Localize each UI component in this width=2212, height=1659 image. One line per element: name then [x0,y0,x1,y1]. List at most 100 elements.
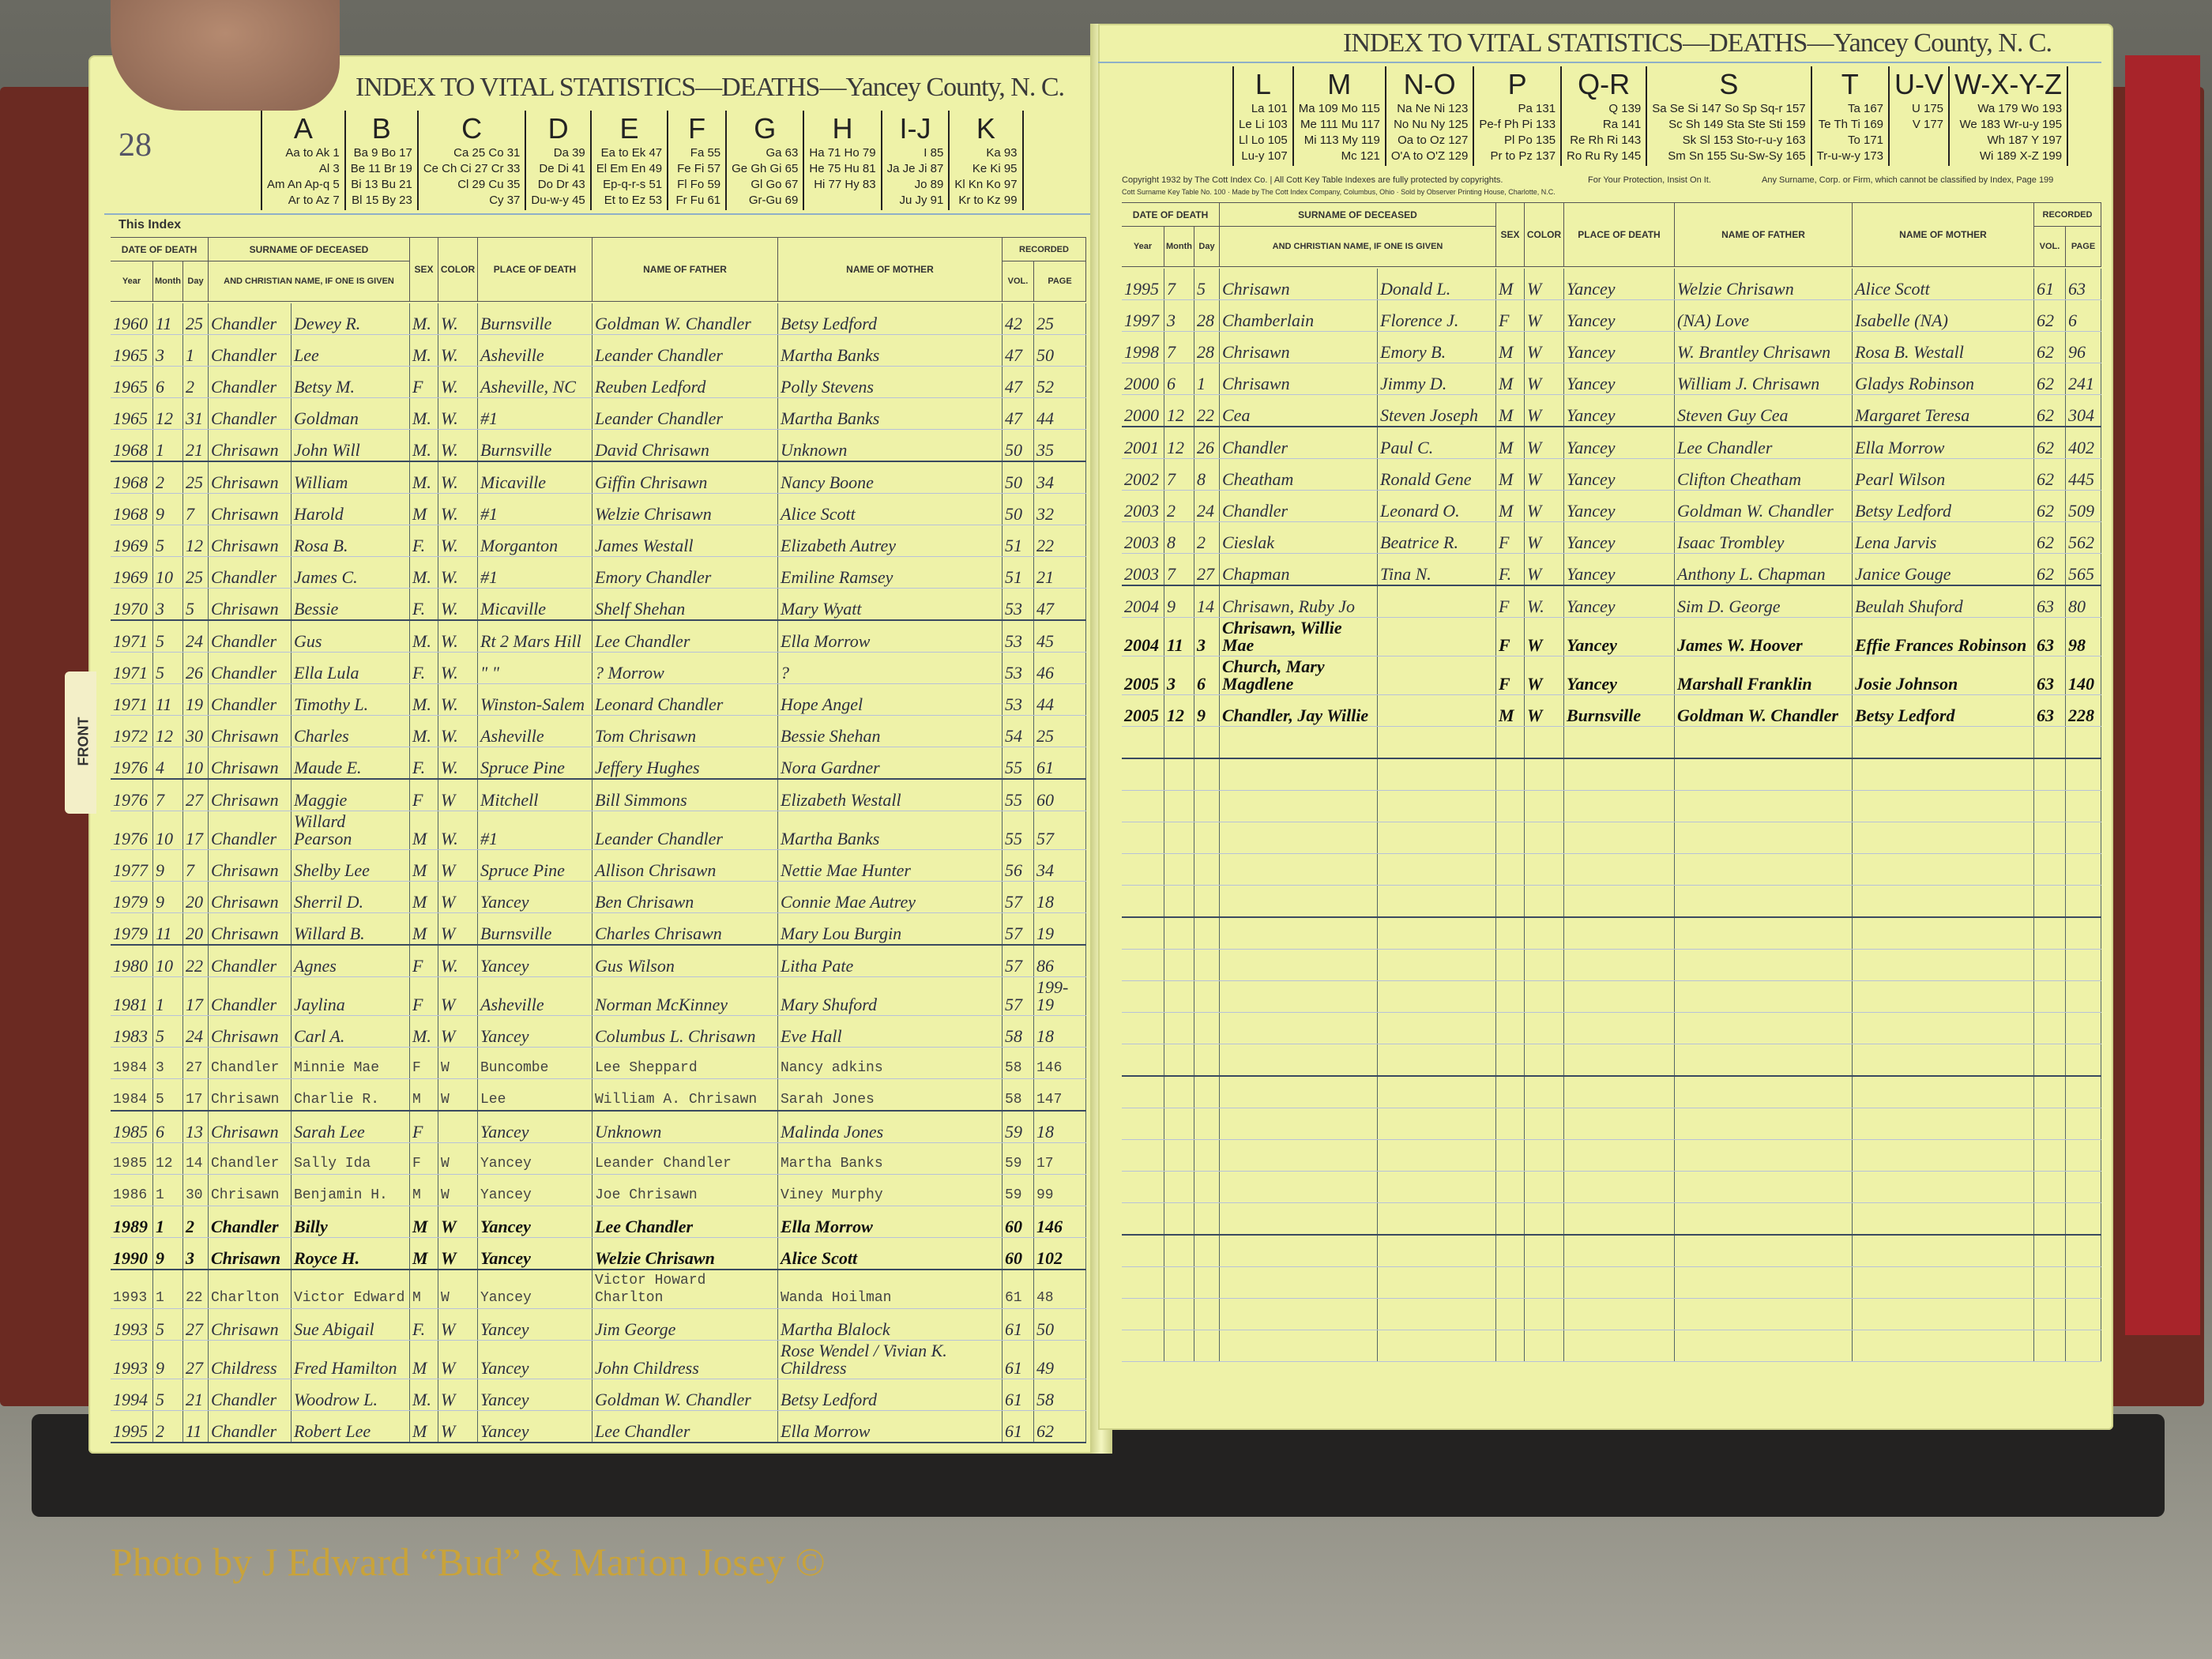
cell-day: 28 [1194,300,1220,331]
cell-sex: M. [410,462,438,493]
cell-sex: F. [410,1309,438,1340]
empty-cell [1675,759,1853,790]
empty-cell [1378,791,1496,822]
cell-page: 241 [2066,363,2101,394]
cell-sex: M. [410,716,438,747]
cell-year: 1965 [111,367,153,397]
key-letter: C [461,112,483,145]
cell-surname: Chandler [209,811,292,849]
empty-cell [2066,1077,2101,1108]
cell-mother: Elizabeth Westall [778,780,1003,811]
empty-cell [1675,854,1853,885]
key-entry: Wa 179 Wo 193 [1977,102,2063,115]
cell-given-name: Harold [292,494,410,525]
cell-given-name: Paul C. [1378,427,1496,458]
cell-father: William J. Chrisawn [1675,363,1853,394]
empty-cell [1525,1172,1564,1202]
cell-mother: Effie Frances Robinson [1853,618,2034,656]
cell-day: 22 [183,1270,209,1308]
cell-month: 7 [1164,459,1194,490]
key-letter: W-X-Y-Z [1954,68,2063,100]
cell-day: 21 [183,430,209,461]
key-entry: Wh 187 Y 197 [1987,134,2063,147]
cell-mother: Isabelle (NA) [1853,300,2034,331]
cell-given-name: Betsy M. [292,367,410,397]
cell-mother: Connie Mae Autrey [778,882,1003,912]
cell-given-name: Beatrice R. [1378,522,1496,553]
record-row: 1990 9 3 Chrisawn Royce H. M W Yancey Welzie Chr… [111,1238,1086,1270]
cell-father: Emory Chandler [592,557,778,588]
empty-cell [1525,981,1564,1012]
empty-cell [1564,727,1675,758]
empty-cell [1220,854,1378,885]
cell-place: Yancey [1564,522,1675,553]
header-place: PLACE OF DEATH [1564,203,1675,266]
cell-surname: Chrisawn [209,913,292,944]
cell-color: W [438,1048,478,1078]
cell-mother: Janice Gouge [1853,554,2034,585]
cell-year: 1998 [1122,332,1164,363]
cell-year: 2001 [1122,427,1164,458]
empty-cell [1220,886,1378,916]
cell-month: 10 [153,811,183,849]
cell-vol: 62 [2034,522,2066,553]
empty-cell [2066,1013,2101,1044]
front-tab[interactable]: FRONT [65,672,96,814]
cell-mother: Wanda Hoilman [778,1270,1003,1308]
cell-father: ? Morrow [592,653,778,683]
key-letter: N-O [1403,68,1456,100]
cell-father: Welzie Chrisawn [1675,269,1853,299]
record-row: 1993 9 27 Childress Fred Hamilton M W Yancey Joh… [111,1341,1086,1379]
cell-month: 1 [153,1270,183,1308]
cell-given-name: Sue Abigail [292,1309,410,1340]
empty-cell [1853,727,2034,758]
empty-cell [1525,950,1564,980]
empty-cell [2034,950,2066,980]
cell-sex: F [1496,618,1525,656]
empty-cell [1675,1267,1853,1298]
cell-day: 27 [183,1309,209,1340]
cell-vol: 61 [2034,269,2066,299]
cell-given-name: Maude E. [292,747,410,778]
cell-month: 10 [153,946,183,976]
cell-month: 12 [153,1143,183,1174]
empty-cell [1853,759,2034,790]
record-row: 2001 12 26 Chandler Paul C. M W Yancey Lee Chand… [1122,427,2101,459]
cell-given-name: Willard Pearson [292,811,410,849]
key-entry: Fa 55 [690,146,721,160]
cell-sex: M [1496,427,1525,458]
record-row: 2005 12 9 Chandler, Jay Willie M W Burnsville G… [1122,695,2101,727]
cell-father: Goldman W. Chandler [1675,491,1853,521]
header-page: PAGE [1034,261,1086,301]
cell-month: 9 [1164,586,1194,617]
record-row: 1986 1 30 Chrisawn Benjamin H. M W Yancey Joe Ch… [111,1175,1086,1206]
cell-surname: Charlton [209,1270,292,1308]
cell-sex: M. [410,684,438,715]
empty-cell [1525,1267,1564,1298]
maker-note: Cott Surname Key Table No. 100 · Made by… [1122,188,1556,196]
cell-sex: F [410,946,438,976]
empty-row [1122,1330,2101,1362]
cell-given-name: Goldman [292,398,410,429]
cell-given-name: Sherril D. [292,882,410,912]
cell-vol: 53 [1003,653,1034,683]
empty-cell [1564,1203,1675,1234]
cell-color: W. [438,716,478,747]
cell-color: W [1525,554,1564,585]
empty-cell [2034,1330,2066,1361]
cell-surname: Chrisawn [1220,363,1378,394]
key-entry: Kl Kn Ko 97 [954,178,1018,191]
cell-surname: Chandler [209,977,292,1015]
cell-father: Lee Chandler [592,1411,778,1442]
cell-month: 5 [153,525,183,556]
key-group: T Ta 167 Te Th Ti 169 To 171 Tr-u-w-y 173 [1812,66,1890,166]
cell-father: Reuben Ledford [592,367,778,397]
cell-place: Yancey [478,1143,592,1174]
empty-cell [1525,727,1564,758]
key-letter: A [293,112,313,145]
record-row: 2004 9 14 Chrisawn, Ruby Jo F W. Yancey Sim D. … [1122,586,2101,618]
record-row: 1981 1 17 Chandler Jaylina F W Asheville Norman … [111,977,1086,1016]
empty-cell [1194,1203,1220,1234]
cell-given-name: William [292,462,410,493]
cell-mother: Betsy Ledford [778,1379,1003,1410]
